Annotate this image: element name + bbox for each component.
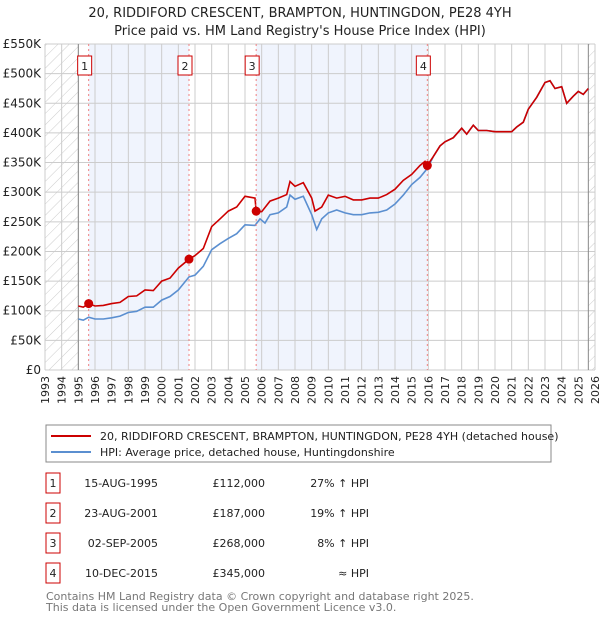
hatched-post-data-region bbox=[588, 44, 595, 370]
x-tick-label: 2015 bbox=[406, 376, 419, 404]
property-series-line bbox=[78, 79, 589, 309]
x-tick-label: 2014 bbox=[389, 376, 402, 404]
sale-point bbox=[84, 299, 94, 309]
x-tick-label: 2026 bbox=[589, 376, 600, 404]
x-tick-label: 2017 bbox=[439, 376, 452, 404]
chart-title: 20, RIDDIFORD CRESCENT, BRAMPTON, HUNTIN… bbox=[88, 6, 511, 21]
shaded-period-3-4 bbox=[256, 44, 428, 370]
shaded-period-1-2 bbox=[88, 44, 189, 370]
x-tick-label: 2001 bbox=[172, 376, 185, 404]
table-row-number-box bbox=[45, 562, 61, 584]
sale-label-box bbox=[77, 55, 93, 76]
chart-subtitle: Price paid vs. HM Land Registry's House … bbox=[114, 24, 486, 39]
table-row-price: £112,000 bbox=[213, 477, 266, 490]
table-row-hpi-diff: 8% ↑ HPI bbox=[317, 537, 369, 550]
x-tick-label: 2008 bbox=[289, 376, 302, 404]
y-tick-label: £50K bbox=[10, 333, 42, 347]
table-row-price: £187,000 bbox=[213, 507, 266, 520]
table-row-hpi-diff: ≈ HPI bbox=[338, 567, 369, 580]
table-row-date: 10-DEC-2015 bbox=[85, 567, 158, 580]
x-tick-label: 2004 bbox=[222, 376, 235, 404]
x-tick-label: 2024 bbox=[556, 376, 569, 404]
x-tick-label: 2020 bbox=[489, 376, 502, 404]
x-tick-label: 1993 bbox=[39, 376, 52, 404]
x-tick-label: 2006 bbox=[256, 376, 269, 404]
x-tick-label: 2007 bbox=[272, 376, 285, 404]
y-tick-label: £550K bbox=[3, 37, 43, 51]
legend-label-hpi: HPI: Average price, detached house, Hunt… bbox=[100, 446, 395, 459]
x-tick-label: 2010 bbox=[322, 376, 335, 404]
table-row-number: 1 bbox=[50, 477, 57, 490]
x-tick-label: 2012 bbox=[356, 376, 369, 404]
legend bbox=[45, 424, 552, 463]
x-tick-label: 1995 bbox=[72, 376, 85, 404]
table-row-number: 3 bbox=[50, 537, 57, 550]
x-tick-label: 2002 bbox=[189, 376, 202, 404]
x-tick-label: 2016 bbox=[422, 376, 435, 404]
sale-point bbox=[422, 161, 432, 171]
sale-label-number: 2 bbox=[182, 60, 189, 73]
footer-line-2: This data is licensed under the Open Gov… bbox=[45, 601, 396, 614]
x-tick-label: 2000 bbox=[156, 376, 169, 404]
x-tick-label: 1996 bbox=[89, 376, 102, 404]
y-tick-label: £250K bbox=[3, 215, 43, 229]
table-row-hpi-diff: 19% ↑ HPI bbox=[310, 507, 369, 520]
sale-label-box bbox=[244, 55, 260, 76]
y-tick-label: £350K bbox=[3, 156, 43, 170]
x-tick-label: 1999 bbox=[139, 376, 152, 404]
table-row-number: 4 bbox=[50, 567, 57, 580]
sale-label-box bbox=[415, 55, 431, 76]
table-row-date: 23-AUG-2001 bbox=[84, 507, 158, 520]
y-tick-label: £400K bbox=[3, 126, 43, 140]
table-row-price: £345,000 bbox=[213, 567, 266, 580]
y-tick-label: £0 bbox=[26, 363, 41, 377]
x-tick-label: 2019 bbox=[472, 376, 485, 404]
y-tick-label: £200K bbox=[3, 244, 43, 258]
x-tick-label: 2009 bbox=[306, 376, 319, 404]
x-tick-label: 2021 bbox=[506, 376, 519, 404]
x-tick-label: 2011 bbox=[339, 376, 352, 404]
table-row-date: 15-AUG-1995 bbox=[84, 477, 158, 490]
sale-label-box bbox=[177, 55, 193, 76]
x-tick-label: 2013 bbox=[372, 376, 385, 404]
x-tick-label: 2005 bbox=[239, 376, 252, 404]
y-tick-label: £100K bbox=[3, 304, 43, 318]
table-row-number-box bbox=[45, 502, 61, 524]
table-row-number: 2 bbox=[50, 507, 57, 520]
table-row-number-box bbox=[45, 472, 61, 494]
y-tick-label: £450K bbox=[3, 96, 43, 110]
legend-label-property: 20, RIDDIFORD CRESCENT, BRAMPTON, HUNTIN… bbox=[100, 430, 558, 443]
x-tick-label: 2023 bbox=[539, 376, 552, 404]
y-tick-label: £300K bbox=[3, 185, 43, 199]
x-tick-label: 2022 bbox=[522, 376, 535, 404]
sale-label-number: 3 bbox=[249, 60, 256, 73]
x-tick-label: 1997 bbox=[106, 376, 119, 404]
table-row-date: 02-SEP-2005 bbox=[88, 537, 158, 550]
x-tick-label: 1994 bbox=[56, 376, 69, 404]
x-tick-label: 1998 bbox=[122, 376, 135, 404]
sale-label-number: 1 bbox=[81, 60, 88, 73]
x-tick-label: 2003 bbox=[206, 376, 219, 404]
table-row-number-box bbox=[45, 532, 61, 554]
sale-label-number: 4 bbox=[420, 60, 427, 73]
y-tick-label: £500K bbox=[3, 67, 43, 81]
sale-point bbox=[251, 206, 261, 216]
table-row-price: £268,000 bbox=[213, 537, 266, 550]
sale-point bbox=[184, 254, 194, 264]
x-tick-label: 2025 bbox=[572, 376, 585, 404]
footer-line-1: Contains HM Land Registry data © Crown c… bbox=[46, 590, 474, 603]
x-tick-label: 2018 bbox=[456, 376, 469, 404]
table-row-hpi-diff: 27% ↑ HPI bbox=[310, 477, 369, 490]
y-tick-label: £150K bbox=[3, 274, 43, 288]
